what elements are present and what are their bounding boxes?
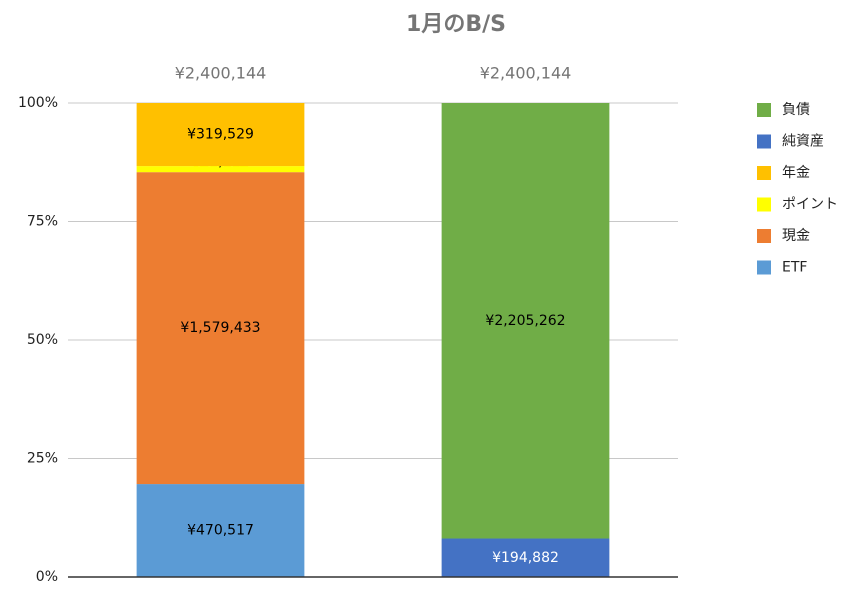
bar-segment	[441, 103, 610, 539]
legend-label: ポイント	[782, 197, 838, 213]
legend-label: 現金	[782, 228, 810, 244]
legend-label: 負債	[782, 102, 810, 118]
bar-segment	[136, 484, 305, 577]
bar-segment	[136, 172, 305, 485]
bar-segment	[441, 538, 610, 577]
data-label: ¥1,579,433	[180, 320, 260, 336]
chart-title: 1月のB/S	[406, 12, 506, 37]
total-label: ¥2,400,144	[175, 64, 267, 83]
legend-label: 純資産	[782, 134, 824, 150]
data-label: ¥2,205,262	[485, 313, 565, 329]
data-label: ¥194,882	[492, 550, 559, 566]
y-tick-label: 75%	[27, 214, 58, 230]
legend-label: ETF	[782, 260, 807, 276]
y-tick-label: 0%	[36, 569, 58, 585]
y-tick-label: 100%	[18, 95, 58, 111]
legend-swatch	[757, 166, 771, 180]
legend-swatch	[757, 229, 771, 243]
y-tick-label: 25%	[27, 451, 58, 467]
bar-segment	[136, 166, 305, 173]
legend-label: 年金	[782, 165, 810, 181]
data-label: ¥470,517	[187, 523, 254, 539]
legend-swatch	[757, 260, 771, 275]
bar-segment	[136, 103, 305, 167]
data-label: ¥319,529	[187, 127, 254, 143]
legend-swatch	[757, 197, 771, 212]
legend-swatch	[757, 134, 771, 149]
total-label: ¥2,400,144	[480, 64, 572, 83]
y-tick-label: 50%	[27, 332, 58, 348]
legend-swatch	[757, 103, 771, 117]
